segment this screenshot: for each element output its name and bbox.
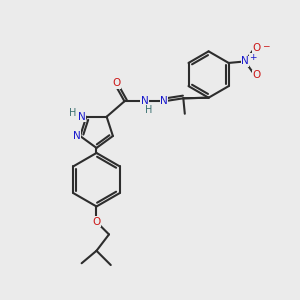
Text: +: +: [250, 53, 257, 62]
Text: N: N: [160, 96, 168, 106]
Text: O: O: [252, 43, 260, 53]
Text: H: H: [146, 105, 153, 115]
Text: N: N: [141, 96, 148, 106]
Text: O: O: [112, 78, 120, 88]
Text: N: N: [73, 131, 80, 141]
Text: N: N: [78, 112, 86, 122]
Text: O: O: [252, 70, 260, 80]
Text: −: −: [262, 41, 270, 50]
Text: O: O: [92, 217, 101, 227]
Text: N: N: [241, 56, 249, 67]
Text: H: H: [69, 108, 77, 118]
